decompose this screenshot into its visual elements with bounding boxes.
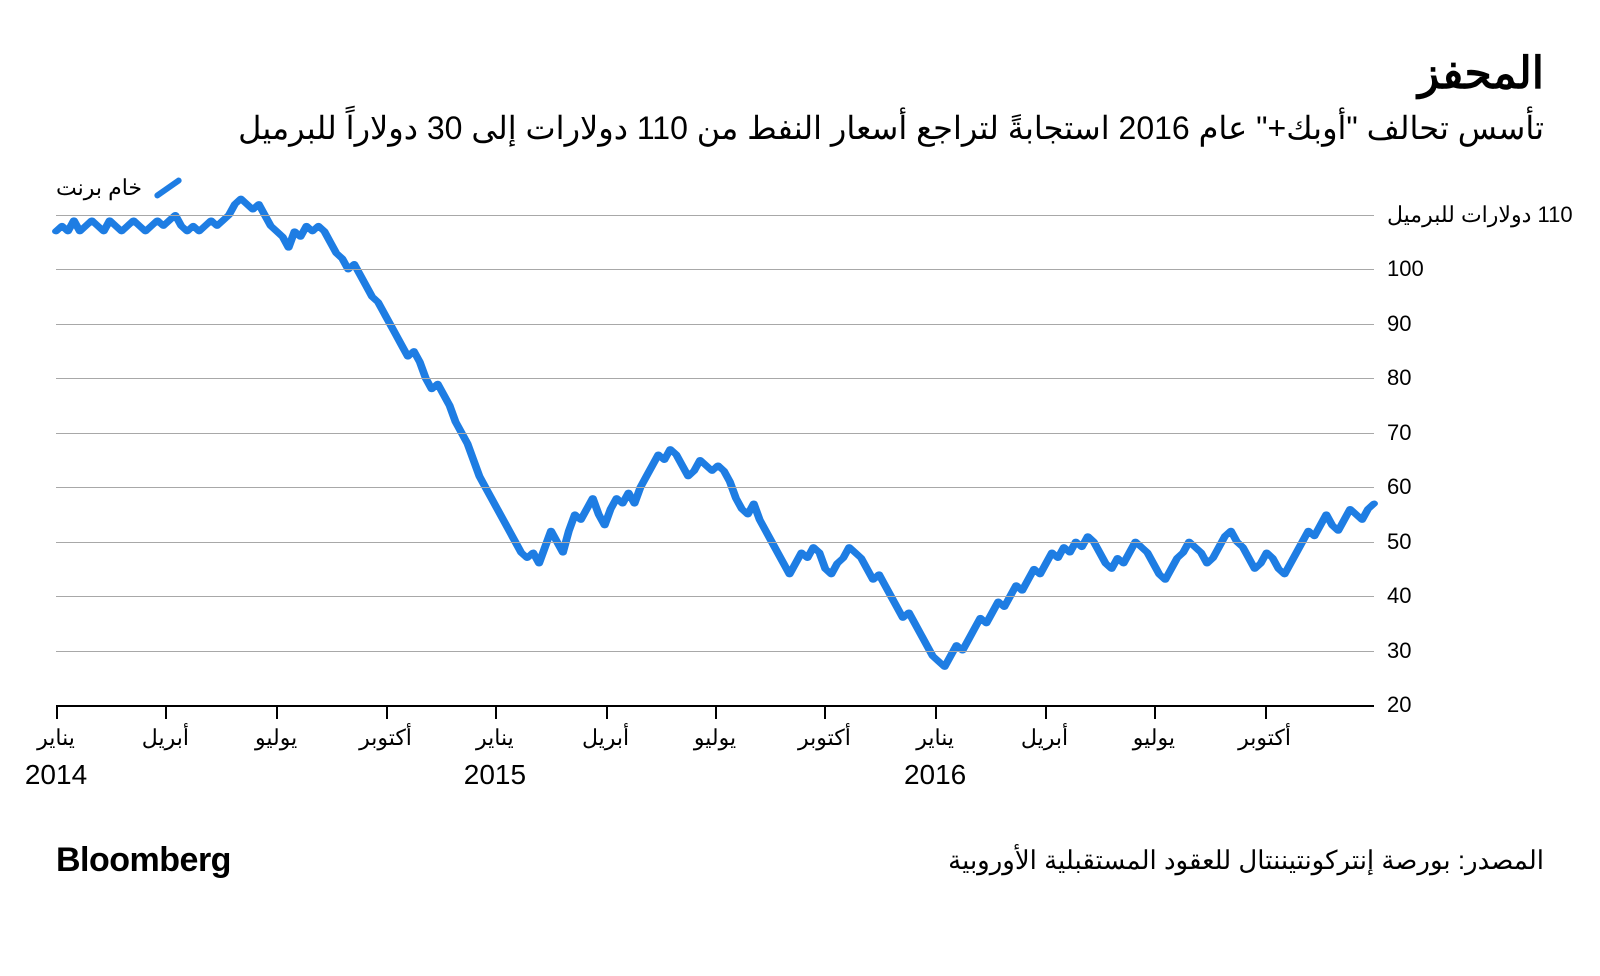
- x-tick: [386, 705, 388, 719]
- x-tick-label: يناير: [476, 725, 514, 751]
- y-tick-label: 50: [1387, 529, 1411, 555]
- x-tick: [935, 705, 937, 719]
- x-year-label: 2014: [25, 759, 87, 791]
- y-tick-label: 100: [1387, 256, 1424, 282]
- gridline: [56, 324, 1374, 325]
- x-tick-label: أبريل: [582, 725, 629, 751]
- plot-area: [56, 215, 1374, 705]
- x-year-label: 2016: [904, 759, 966, 791]
- x-tick: [165, 705, 167, 719]
- y-axis-labels: 110 دولارات للبرميل1009080706050403020: [1379, 215, 1544, 705]
- x-tick: [56, 705, 58, 719]
- x-tick: [276, 705, 278, 719]
- x-tick: [824, 705, 826, 719]
- legend-label: خام برنت: [56, 175, 142, 201]
- y-tick-label: 110 دولارات للبرميل: [1387, 202, 1573, 228]
- y-tick-label: 90: [1387, 311, 1411, 337]
- gridline: [56, 269, 1374, 270]
- y-tick-label: 30: [1387, 638, 1411, 664]
- y-tick-label: 40: [1387, 583, 1411, 609]
- legend-swatch-icon: [153, 176, 183, 199]
- gridline: [56, 378, 1374, 379]
- y-tick-label: 20: [1387, 692, 1411, 718]
- x-tick-label: أكتوبر: [359, 725, 412, 751]
- chart-header: المحفز تأسس تحالف "أوبك+" عام 2016 استجا…: [56, 48, 1544, 147]
- line-chart-svg: [56, 215, 1374, 705]
- gridline: [56, 651, 1374, 652]
- gridline: [56, 542, 1374, 543]
- x-tick-label: أبريل: [1021, 725, 1068, 751]
- x-tick-label: يوليو: [694, 725, 736, 751]
- footer: Bloomberg المصدر: بورصة إنتركونتيننتال ل…: [56, 841, 1544, 880]
- source-text: المصدر: بورصة إنتركونتيننتال للعقود المس…: [948, 845, 1544, 876]
- x-tick: [715, 705, 717, 719]
- chart-container: 110 دولارات للبرميل1009080706050403020 ي…: [56, 215, 1544, 805]
- y-tick-label: 60: [1387, 474, 1411, 500]
- x-tick: [1045, 705, 1047, 719]
- gridline: [56, 487, 1374, 488]
- x-tick: [1154, 705, 1156, 719]
- x-tick-label: أبريل: [142, 725, 189, 751]
- x-tick: [606, 705, 608, 719]
- chart-title: المحفز: [56, 48, 1544, 99]
- gridline: [56, 596, 1374, 597]
- x-tick: [495, 705, 497, 719]
- legend: خام برنت: [56, 175, 1544, 201]
- x-tick-label: أكتوبر: [798, 725, 851, 751]
- y-tick-label: 70: [1387, 420, 1411, 446]
- gridline: [56, 215, 1374, 216]
- x-tick-label: يناير: [37, 725, 75, 751]
- x-year-label: 2015: [464, 759, 526, 791]
- chart-subtitle: تأسس تحالف "أوبك+" عام 2016 استجابةً لتر…: [56, 109, 1544, 147]
- x-tick-label: يناير: [916, 725, 954, 751]
- x-tick-label: أكتوبر: [1238, 725, 1291, 751]
- x-tick: [1265, 705, 1267, 719]
- gridline: [56, 433, 1374, 434]
- x-axis: يناير2014أبريليوليوأكتوبريناير2015أبريلي…: [56, 705, 1374, 805]
- brand-logo: Bloomberg: [56, 841, 231, 880]
- x-tick-label: يوليو: [255, 725, 297, 751]
- x-tick-label: يوليو: [1133, 725, 1175, 751]
- y-tick-label: 80: [1387, 365, 1411, 391]
